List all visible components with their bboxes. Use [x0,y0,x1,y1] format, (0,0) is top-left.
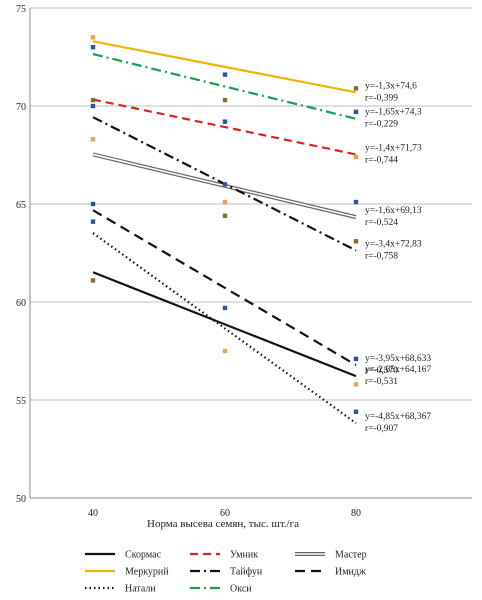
trend-line [92,209,357,367]
data-point [90,278,96,283]
data-point [353,409,359,414]
y-tick-label: 65 [16,200,26,211]
trend-line [92,40,357,94]
tick-labels: 50 55 60 65 70 75 40 60 80 [16,4,361,519]
data-point [222,305,228,311]
data-point [90,35,96,40]
x-tick-label: 80 [351,508,361,519]
data-point [90,45,96,50]
legend-label: Имидж [335,567,366,578]
legend-label: Натали [125,584,156,595]
trend-line [92,271,357,378]
x-tick-label: 40 [88,508,98,519]
data-point [90,219,96,224]
data-point [222,72,228,77]
equation-label: y=-2,65x+64,167 [365,365,431,375]
legend-label: Скормас [125,550,162,561]
data-point [353,356,359,362]
data-point [222,119,228,124]
x-axis-label: Норма высева семян, тыс. шт./га [147,518,299,530]
equation-label: y=-1,6x+69,13 [365,206,422,216]
equation-label: y=-1,4x+71,73 [365,143,422,153]
trend-line [92,52,357,120]
equation-label: y=-1,3x+74,6 [365,81,417,91]
equation-label: y=-3,95x+68,633 [365,354,431,364]
y-tick-label: 75 [16,4,26,15]
data-point [222,97,228,103]
trend-line [92,232,357,425]
data-point [90,137,96,142]
data-point [90,97,96,103]
equation-label: y=-4,85x+68,367 [365,412,431,422]
data-point [222,213,228,218]
data-point [222,348,228,354]
r-label: r=-0,570 [365,366,398,376]
y-tick-label: 55 [16,396,26,407]
r-label: r=-0,744 [365,155,398,165]
legend-label: Тайфун [230,567,263,578]
data-point [353,154,359,160]
y-tick-label: 50 [16,494,26,505]
x-tick-label: 60 [220,508,230,519]
data-point [222,182,228,187]
data-point [353,382,359,387]
axes [29,8,472,499]
legend: Скормас Умник Мастер Меркурий Тайфун Имидж Нат… [85,550,367,595]
r-label: r=-0,758 [365,251,398,261]
legend-label: Умник [230,550,258,561]
data-point [90,201,96,207]
y-tick-label: 60 [16,298,26,309]
r-label: r=-0,907 [365,424,398,434]
equation-label: y=-1,65x+74,3 [365,108,422,118]
r-label: r=-0,524 [365,218,398,228]
r-label: r=-0,229 [365,120,398,130]
data-points [90,35,359,414]
r-label: r=-0,531 [365,377,398,387]
data-point [222,199,228,205]
legend-label: Окси [230,584,252,595]
data-point [90,103,96,109]
y-tick-label: 70 [16,102,26,113]
equation-label: y=-3,4x+72,83 [365,239,422,249]
r-label: r=-0,399 [365,93,398,103]
data-point [353,109,359,115]
data-point [353,199,359,205]
data-point [353,239,359,244]
legend-label: Мастер [335,550,367,561]
regression-annotations: y=-1,3x+74,6 r=-0,399 y=-1,65x+74,3 r=-0,22… [365,81,431,434]
trend-line [92,98,357,156]
legend-label: Меркурий [125,567,169,578]
data-point [353,86,359,91]
